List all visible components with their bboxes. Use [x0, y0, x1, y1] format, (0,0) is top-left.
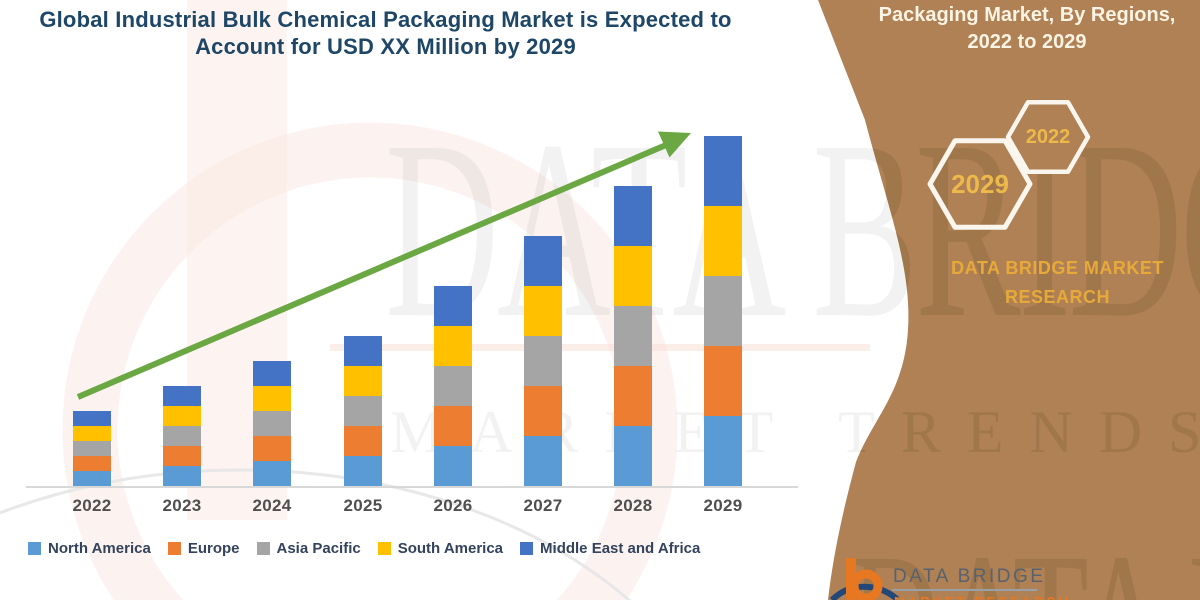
brand-text: DATA BRIDGE MARKET RESEARCH [915, 254, 1200, 312]
chart-legend: North America Europe Asia Pacific South Ame… [28, 540, 700, 557]
legend-swatch-middle-east-and-africa [520, 542, 534, 555]
legend-label-asia-pacific: Asia Pacific [276, 540, 361, 557]
swoosh-watermark [0, 468, 632, 600]
brand-line1: DATA BRIDGE MARKET [951, 258, 1164, 278]
logo-underline [892, 589, 1037, 591]
legend-swatch-europe [167, 542, 181, 555]
legend-swatch-asia-pacific [256, 542, 270, 555]
legend-item-middle-east-and-africa: Middle East and Africa [520, 540, 700, 557]
page-title-line2: Account for USD XX Million by 2029 [195, 34, 576, 59]
legend-item-south-america: South America [377, 540, 504, 557]
legend-swatch-north-america [28, 542, 41, 555]
panel-heading: Packaging Market, By Regions, 2022 to 20… [862, 2, 1192, 56]
hexagon-2029-label: 2029 [951, 169, 1009, 199]
logo-name-text: DATA BRIDGE [893, 566, 1046, 587]
data-bridge-logo-icon [829, 558, 899, 600]
svg-text:DATA BRIDGE: DATA BRIDGE [850, 512, 1200, 600]
brand-line2: RESEARCH [1004, 287, 1110, 307]
legend-label-middle-east-and-africa: Middle East and Africa [540, 540, 701, 557]
hexagon-2022-label: 2022 [1025, 126, 1071, 148]
hexagon-2022 [1005, 100, 1091, 174]
legend-item-europe: Europe [167, 540, 240, 557]
panel-heading-line1: Packaging Market, By Regions, [878, 4, 1176, 26]
brown-panel [818, 0, 1200, 600]
panel-heading-line2: 2022 to 2029 [967, 31, 1087, 53]
legend-label-north-america: North America [48, 540, 151, 557]
page-title-line1: Global Industrial Bulk Chemical Packagin… [39, 7, 732, 32]
logo-sub-text: MARKET RESEARCH [894, 594, 1071, 600]
page-title: Global Industrial Bulk Chemical Packagin… [18, 6, 753, 60]
legend-item-asia-pacific: Asia Pacific [256, 540, 361, 557]
legend-label-europe: Europe [187, 540, 240, 557]
legend-item-north-america: North America [28, 540, 151, 557]
hexagon-2029 [927, 138, 1033, 230]
x-axis-line [26, 486, 798, 488]
legend-swatch-south-america [377, 542, 391, 555]
legend-label-south-america: South America [397, 540, 504, 557]
trend-arrow [76, 131, 691, 400]
